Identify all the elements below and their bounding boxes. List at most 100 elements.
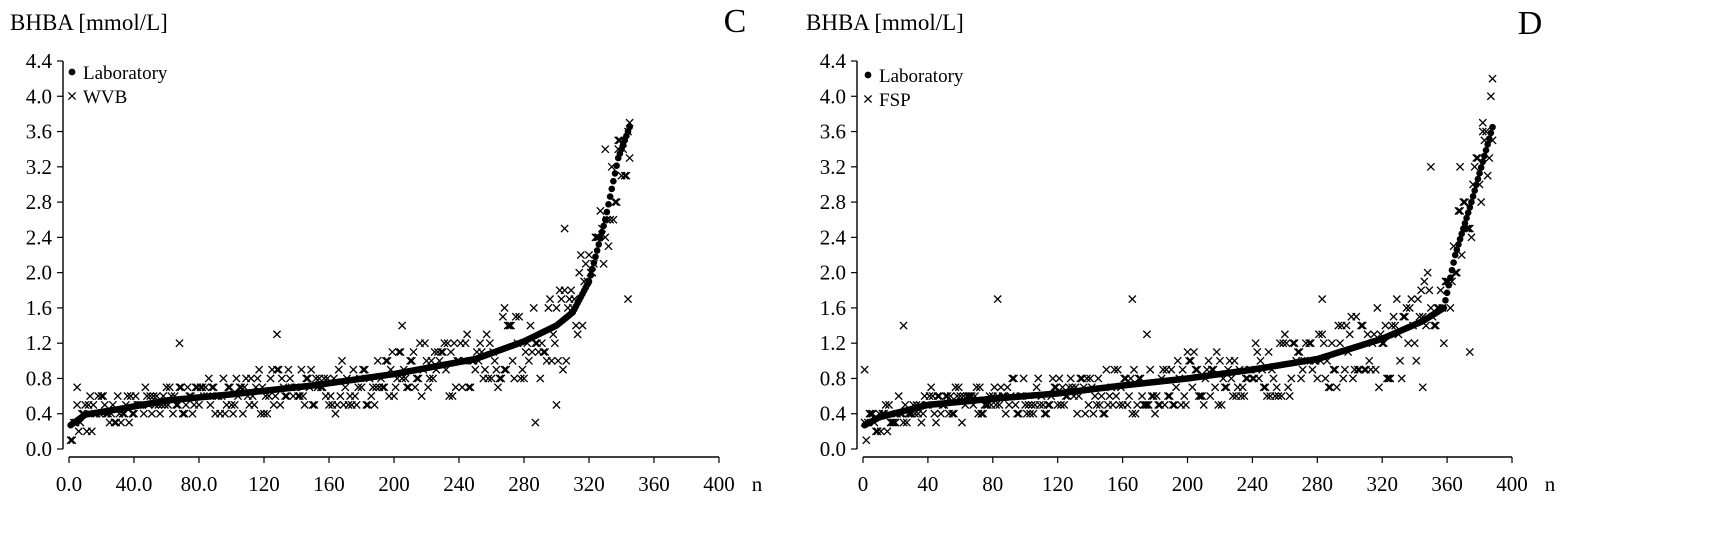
x-point bbox=[250, 400, 259, 409]
lab-point bbox=[1460, 225, 1467, 232]
lab-point bbox=[1458, 230, 1466, 238]
panel-letter: C bbox=[724, 3, 747, 40]
x-point bbox=[1353, 365, 1362, 374]
x-point bbox=[388, 347, 397, 357]
x-point bbox=[147, 409, 156, 418]
x-point bbox=[1131, 409, 1140, 418]
x-point bbox=[73, 400, 82, 409]
x-point bbox=[1003, 383, 1012, 392]
x-point bbox=[1004, 400, 1014, 409]
x-point bbox=[284, 365, 293, 374]
x-point bbox=[1215, 356, 1225, 365]
x-point bbox=[209, 383, 218, 392]
x-point bbox=[1457, 250, 1466, 260]
x-point bbox=[437, 347, 446, 357]
x-point bbox=[311, 374, 321, 383]
lab-point bbox=[1448, 266, 1456, 274]
x-point bbox=[357, 383, 366, 392]
x-point bbox=[1426, 162, 1435, 171]
lab-point bbox=[1479, 158, 1487, 166]
x-point bbox=[1313, 374, 1322, 383]
legend-dot-marker bbox=[864, 71, 872, 79]
x-point bbox=[1400, 312, 1409, 321]
x-point bbox=[1021, 400, 1030, 409]
x-point bbox=[110, 418, 119, 427]
series-fsp bbox=[860, 74, 1497, 445]
x-point bbox=[862, 436, 871, 445]
x-point bbox=[331, 409, 340, 418]
x-point bbox=[899, 418, 908, 427]
x-point bbox=[876, 427, 885, 436]
x-point bbox=[1472, 153, 1481, 163]
x-point bbox=[1477, 198, 1486, 207]
x-point bbox=[1211, 383, 1220, 392]
x-point bbox=[89, 400, 98, 409]
y-axis-label: BHBA [mmol/L] bbox=[10, 10, 168, 35]
x-point bbox=[272, 330, 282, 339]
x-point bbox=[505, 321, 514, 330]
x-point bbox=[401, 374, 410, 383]
x-point bbox=[378, 383, 387, 392]
lab-point bbox=[1440, 304, 1448, 312]
x-point bbox=[282, 392, 291, 401]
x-tick-label: 360 bbox=[638, 472, 670, 496]
x-point bbox=[1456, 206, 1465, 215]
x-point bbox=[1165, 392, 1174, 401]
x-point bbox=[349, 365, 358, 374]
x-point bbox=[300, 400, 309, 409]
x-point bbox=[424, 383, 433, 392]
x-point bbox=[560, 224, 569, 233]
x-point bbox=[1168, 400, 1177, 409]
x-point bbox=[149, 392, 158, 401]
x-point bbox=[370, 400, 379, 409]
x-point bbox=[1178, 365, 1187, 374]
x-point bbox=[1386, 374, 1395, 383]
y-tick-label: 0.8 bbox=[820, 366, 846, 390]
x-point bbox=[246, 374, 256, 383]
x-point bbox=[1198, 392, 1207, 401]
x-point bbox=[1285, 392, 1294, 401]
x-point bbox=[1256, 356, 1265, 365]
x-point bbox=[521, 347, 530, 357]
x-point bbox=[66, 436, 75, 445]
y-tick-label: 1.6 bbox=[26, 296, 52, 320]
x-point bbox=[601, 145, 610, 154]
x-tick-label: 0 bbox=[858, 472, 869, 496]
x-point bbox=[1009, 374, 1018, 383]
panel-d: BHBA [mmol/L] D 0.0 0.4 0.8 1.2 1.6 2.0 2.4 2.8 3.… bbox=[806, 5, 1556, 496]
x-point bbox=[1431, 321, 1440, 330]
x-point bbox=[995, 400, 1004, 409]
x-point bbox=[1045, 400, 1054, 409]
x-point bbox=[1329, 365, 1338, 374]
y-tick-label: 4.4 bbox=[26, 49, 53, 73]
x-point bbox=[1319, 339, 1328, 348]
x-point bbox=[510, 374, 519, 383]
x-point bbox=[310, 400, 319, 409]
x-point bbox=[1128, 295, 1137, 304]
y-tick-label: 0.4 bbox=[26, 402, 53, 426]
lab-point bbox=[1489, 123, 1496, 131]
x-point bbox=[993, 295, 1002, 304]
lab-point bbox=[1485, 135, 1493, 142]
x-point bbox=[1360, 365, 1369, 374]
legend-label: FSP bbox=[879, 90, 911, 111]
x-point bbox=[128, 409, 137, 418]
x-point bbox=[259, 409, 269, 418]
x-point bbox=[225, 383, 234, 392]
x-point bbox=[398, 321, 407, 330]
x-point bbox=[948, 409, 957, 418]
x-point bbox=[1478, 127, 1487, 136]
x-point bbox=[1123, 400, 1132, 409]
x-point bbox=[604, 242, 613, 251]
x-point bbox=[1280, 330, 1289, 339]
x-point bbox=[1339, 374, 1348, 383]
x-point bbox=[899, 321, 908, 330]
x-point bbox=[1013, 409, 1022, 418]
x-point bbox=[1159, 365, 1168, 374]
x-point bbox=[1092, 400, 1101, 409]
x-point bbox=[918, 409, 928, 418]
x-point bbox=[471, 365, 480, 374]
legend-dot-marker bbox=[68, 68, 76, 76]
x-point bbox=[411, 383, 420, 392]
